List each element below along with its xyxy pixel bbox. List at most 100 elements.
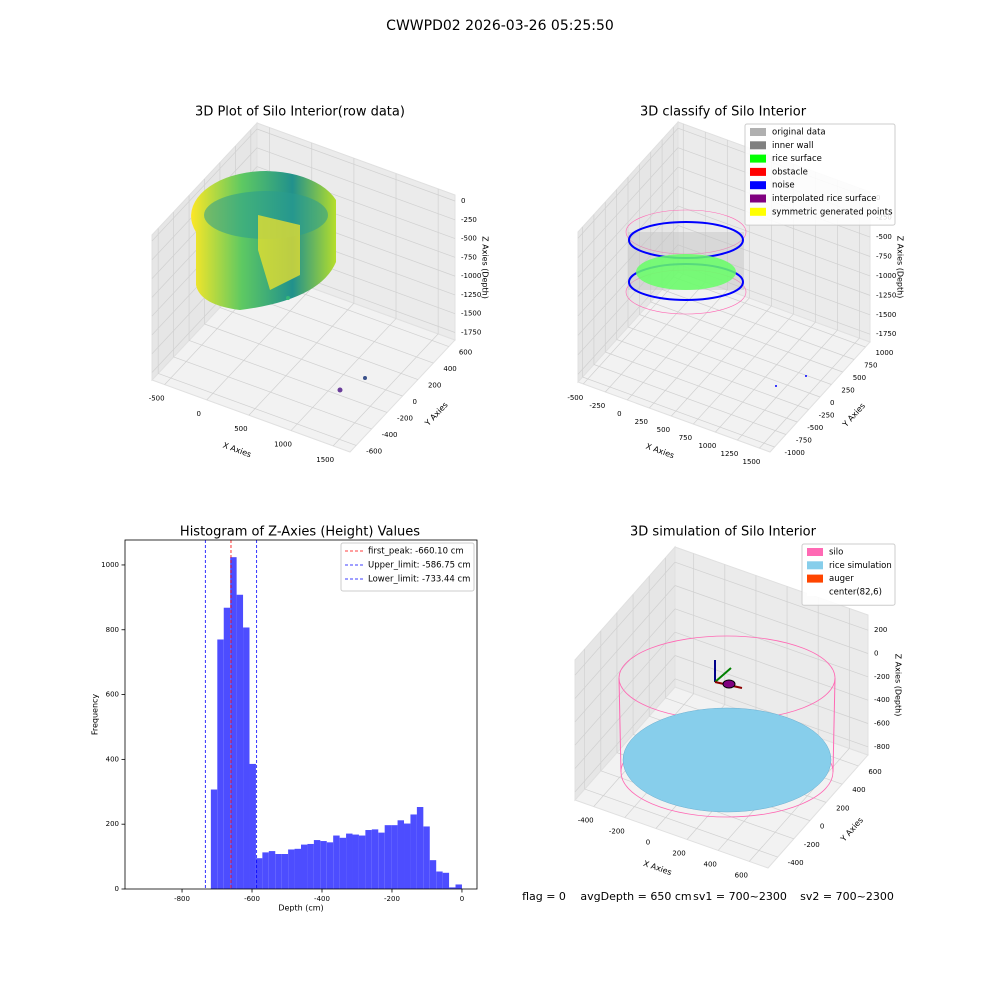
z-tick-label: -200 <box>874 673 890 681</box>
z-tick-label: -1250 <box>461 291 481 299</box>
grid-line <box>661 289 855 360</box>
grid-line <box>574 608 676 723</box>
bar <box>301 844 308 889</box>
y-tick-label: 400 <box>852 786 865 794</box>
grid-line <box>574 655 676 769</box>
x-tick-label: 400 <box>704 860 717 868</box>
legend-swatch <box>750 167 766 176</box>
legend-swatch <box>750 207 766 216</box>
grid-line <box>627 326 821 398</box>
x-tick-label: 1000 <box>274 441 292 449</box>
y-tick-label: -200 <box>397 414 413 422</box>
y-axis-label: Y Axies <box>838 816 865 844</box>
x-tick-label: 600 <box>735 871 748 879</box>
grid-line <box>593 364 787 435</box>
bar <box>352 834 359 889</box>
y-tick-label: 200 <box>428 382 441 390</box>
x-tick-label: 750 <box>679 434 692 442</box>
grid-line <box>219 307 419 380</box>
x-tick-label: 500 <box>657 426 670 434</box>
bar <box>455 884 462 889</box>
legend-swatch <box>750 194 766 203</box>
y-tick-label: 1000 <box>101 561 119 569</box>
legend-label: rice simulation <box>829 561 892 571</box>
x-tick-label: -500 <box>567 394 583 402</box>
bar <box>339 837 347 889</box>
bar <box>230 557 237 889</box>
legend-swatch <box>750 154 766 163</box>
z-tick-label: -750 <box>876 253 892 261</box>
bar <box>436 871 443 889</box>
legend-swatch <box>807 587 823 596</box>
grid-line <box>158 373 357 446</box>
z-tick-label: -1250 <box>876 291 896 299</box>
z-axis-label: Z Axies (Depth) <box>481 236 490 299</box>
legend-label: silo <box>829 548 843 558</box>
bar <box>449 887 456 889</box>
legend-swatch <box>750 128 766 136</box>
y-tick-label: 800 <box>106 626 119 634</box>
chart-title: Histogram of Z-Axies (Height) Values <box>180 525 420 540</box>
z-tick-label: 0 <box>461 197 465 205</box>
bar <box>210 789 218 889</box>
y-tick-label: 200 <box>836 804 849 812</box>
y-tick-label: -750 <box>796 437 812 445</box>
grid-line <box>650 301 843 373</box>
grid-line <box>616 339 809 410</box>
z-tick-label: -1500 <box>461 310 481 318</box>
grid-line <box>574 561 676 676</box>
chart-title: 3D Plot of Silo Interior(row data) <box>195 105 405 120</box>
legend-label: first_peak: -660.10 cm <box>368 547 464 557</box>
y-tick-label: 0 <box>820 823 824 831</box>
y-axis-label: Y Axies <box>423 400 450 428</box>
legend-layer: original data inner wall rice surface obsta… <box>340 123 896 606</box>
bar <box>243 627 250 889</box>
bar <box>268 851 276 889</box>
grid-line <box>639 314 832 385</box>
z-tick-label: -500 <box>876 233 892 241</box>
bar <box>281 854 289 889</box>
grid-line <box>577 127 679 239</box>
y-tick-label: -400 <box>382 431 398 439</box>
chart-title: 3D classify of Silo Interior <box>640 105 807 120</box>
bar <box>307 843 314 889</box>
y-tick-label: -400 <box>788 859 804 867</box>
x-tick-label: -500 <box>149 395 165 403</box>
grid-line <box>256 128 456 202</box>
z-tick-label: -1500 <box>876 311 896 319</box>
legend-label: Upper_limit: -586.75 cm <box>368 561 471 571</box>
bar <box>346 833 353 889</box>
x-tick-label: 250 <box>635 418 648 426</box>
cloud-2 <box>625 209 807 387</box>
bar <box>378 832 385 889</box>
grid-line <box>151 128 258 242</box>
bar <box>442 872 450 889</box>
z-tick-label: 200 <box>874 626 887 634</box>
grid-line <box>577 147 679 258</box>
y-tick-label: -250 <box>819 412 835 420</box>
x-tick-label: 200 <box>672 849 685 857</box>
legend-label: original data <box>772 128 826 138</box>
grid-line <box>673 276 866 348</box>
grid-line <box>674 585 869 654</box>
grid-line <box>674 631 869 701</box>
bar <box>255 858 263 889</box>
y-tick-label: 500 <box>853 374 866 382</box>
legend-label: noise <box>772 181 795 191</box>
x-axis-label: X Axies <box>645 442 676 461</box>
x-axis-label: X Axies <box>642 859 673 877</box>
x-tick-label: 1500 <box>316 456 334 464</box>
bar <box>288 849 295 889</box>
bar <box>416 807 424 889</box>
x-tick-label: 1250 <box>720 450 738 458</box>
bar <box>365 830 372 889</box>
grid-line <box>204 323 403 397</box>
figure-title: CWWPD02 2026-03-26 05:25:50 <box>386 18 614 34</box>
x-tick-label: 1500 <box>743 458 761 466</box>
bar <box>423 826 430 889</box>
legend-label: symmetric generated points <box>772 207 893 217</box>
x-axis-label: Depth (cm) <box>278 904 323 913</box>
z-tick-label: -1750 <box>461 328 481 336</box>
bar <box>429 860 437 889</box>
x-tick-label: -200 <box>384 895 400 903</box>
